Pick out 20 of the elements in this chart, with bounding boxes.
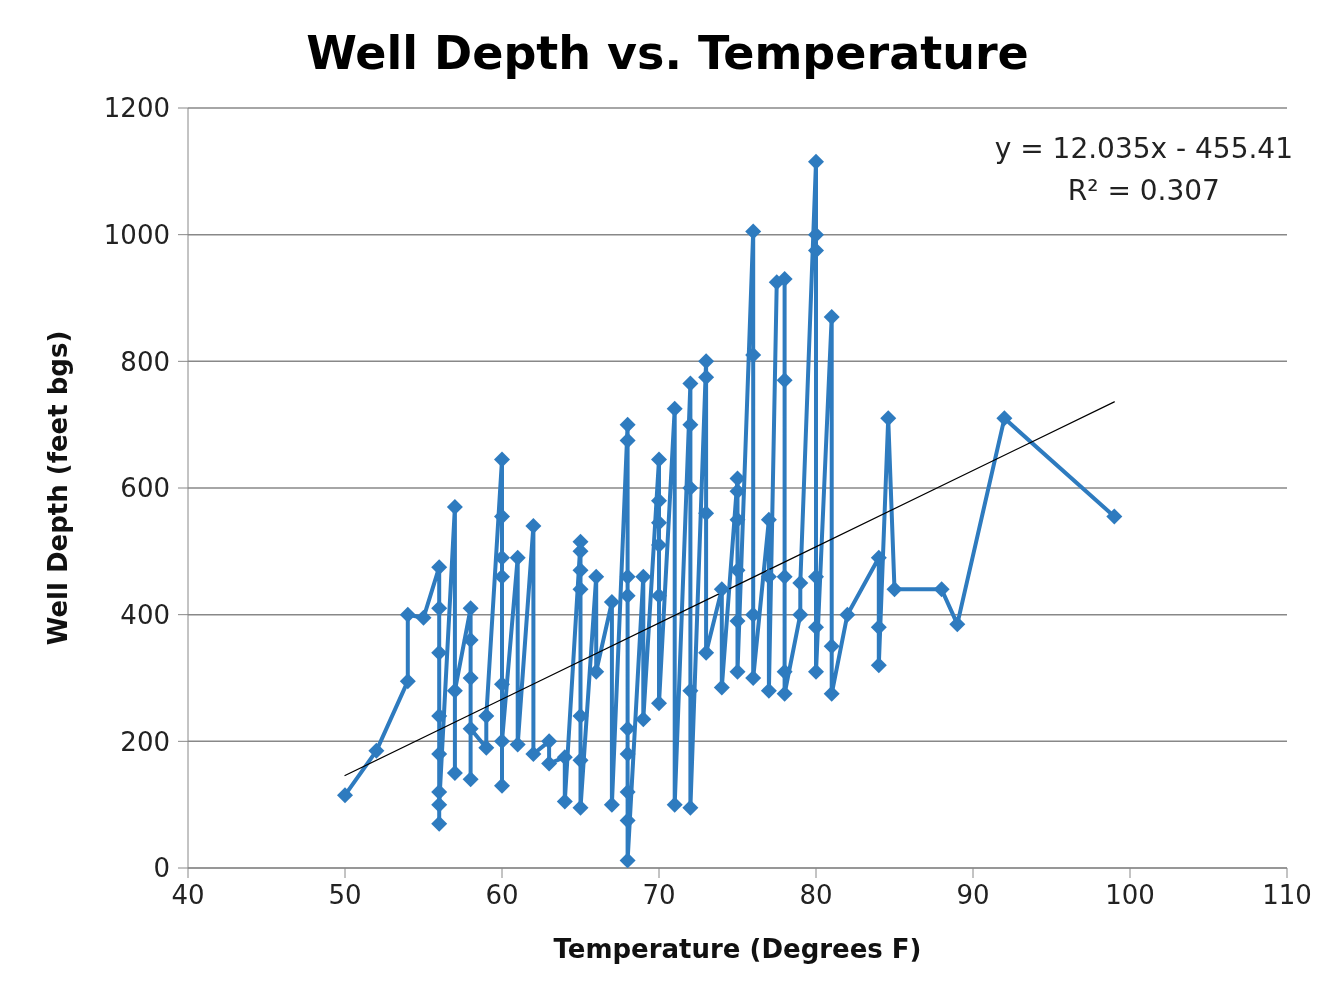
- annotation: y = 12.035x - 455.41: [994, 131, 1293, 167]
- x-tick-label: 40: [171, 880, 205, 911]
- x-tick-label: 110: [1262, 880, 1312, 911]
- x-tick-label: 80: [799, 880, 833, 911]
- y-tick-label: 1200: [103, 93, 170, 124]
- y-tick-label: 200: [120, 726, 170, 757]
- y-tick-label: 400: [120, 599, 170, 630]
- annotation: R² = 0.307: [1066, 173, 1221, 209]
- y-tick-label: 1000: [103, 219, 170, 250]
- x-tick-label: 70: [642, 880, 676, 911]
- x-axis-title: Temperature (Degrees F): [553, 934, 922, 964]
- x-tick-label: 60: [485, 880, 519, 911]
- chart-title: Well Depth vs. Temperature: [305, 26, 1030, 80]
- y-tick-label: 0: [153, 853, 170, 884]
- y-tick-label: 800: [120, 346, 170, 377]
- x-tick-label: 90: [956, 880, 990, 911]
- y-tick-label: 600: [120, 473, 170, 504]
- x-tick-label: 100: [1105, 880, 1155, 911]
- x-tick-label: 50: [328, 880, 362, 911]
- y-axis-title: Well Depth (feet bgs): [43, 330, 74, 646]
